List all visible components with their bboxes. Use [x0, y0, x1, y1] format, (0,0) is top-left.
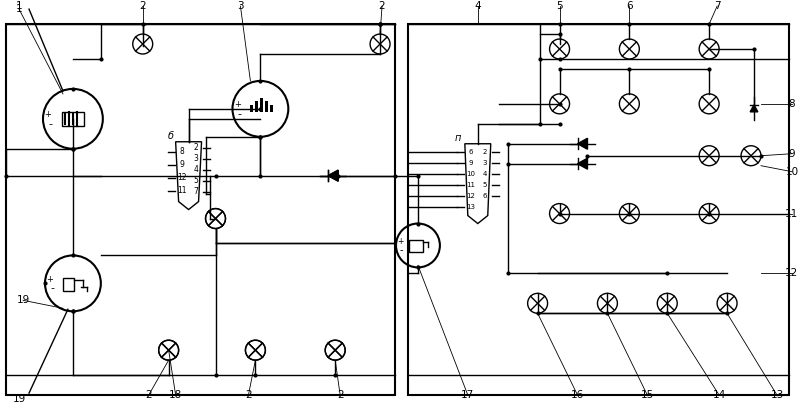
Polygon shape [328, 170, 338, 181]
Bar [408, 24, 789, 395]
Text: -: - [238, 109, 242, 119]
Text: 11: 11 [466, 182, 475, 188]
Text: +: + [46, 275, 54, 284]
Text: 14: 14 [713, 390, 726, 400]
Text: 19: 19 [13, 394, 26, 404]
Bar [250, 105, 254, 112]
Text: 3: 3 [193, 154, 198, 163]
Text: -: - [50, 283, 54, 293]
Text: 2: 2 [139, 1, 146, 11]
Polygon shape [578, 158, 587, 169]
Text: 6: 6 [626, 1, 633, 11]
Text: 11: 11 [177, 186, 186, 195]
Text: +: + [45, 110, 51, 119]
Text: п: п [454, 133, 461, 143]
Text: 1: 1 [16, 1, 22, 11]
Text: 10: 10 [466, 171, 475, 177]
Text: 7: 7 [193, 187, 198, 196]
Polygon shape [578, 138, 587, 149]
Text: б: б [168, 131, 174, 141]
Bar [260, 98, 263, 112]
Text: 15: 15 [641, 390, 654, 400]
Text: 17: 17 [461, 390, 474, 400]
Text: 8: 8 [179, 147, 184, 156]
Text: 4: 4 [474, 1, 481, 11]
Text: 2: 2 [146, 390, 152, 400]
Text: 13: 13 [770, 390, 783, 400]
Text: 2: 2 [245, 390, 252, 400]
Text: 12: 12 [177, 173, 186, 182]
Text: 2: 2 [378, 1, 386, 11]
Text: 9: 9 [469, 160, 473, 166]
Text: 9: 9 [179, 160, 184, 169]
Text: 12: 12 [466, 192, 475, 199]
Text: 19: 19 [17, 295, 30, 305]
Text: 1: 1 [16, 4, 22, 14]
Bar [409, 240, 423, 252]
Text: 4: 4 [482, 171, 487, 177]
Text: 5: 5 [482, 182, 487, 188]
Polygon shape [328, 170, 338, 181]
Bar [6, 24, 395, 395]
Bar [255, 101, 258, 112]
Text: 6: 6 [469, 149, 473, 155]
Text: 18: 18 [169, 390, 182, 400]
Text: 8: 8 [789, 99, 795, 109]
Text: 13: 13 [466, 204, 475, 209]
Text: +: + [234, 100, 241, 109]
Text: 3: 3 [482, 160, 487, 166]
Text: 9: 9 [789, 149, 795, 159]
Text: 4: 4 [193, 165, 198, 174]
Text: 11: 11 [786, 209, 798, 218]
Text: 3: 3 [237, 1, 244, 11]
Bar [266, 101, 268, 112]
Polygon shape [750, 105, 758, 112]
Text: 10: 10 [786, 167, 798, 177]
Text: -: - [48, 119, 52, 129]
Text: 6: 6 [482, 192, 487, 199]
Text: 5: 5 [556, 1, 563, 11]
Text: 12: 12 [786, 268, 798, 278]
Text: 7: 7 [714, 1, 721, 11]
Text: 2: 2 [193, 143, 198, 152]
Text: 5: 5 [193, 176, 198, 185]
Text: 2: 2 [482, 149, 487, 155]
Text: -: - [399, 245, 402, 256]
Bar [63, 278, 74, 291]
Text: 2: 2 [337, 390, 343, 400]
Bar [270, 105, 274, 112]
Text: +: + [397, 237, 403, 246]
Text: 16: 16 [571, 390, 584, 400]
